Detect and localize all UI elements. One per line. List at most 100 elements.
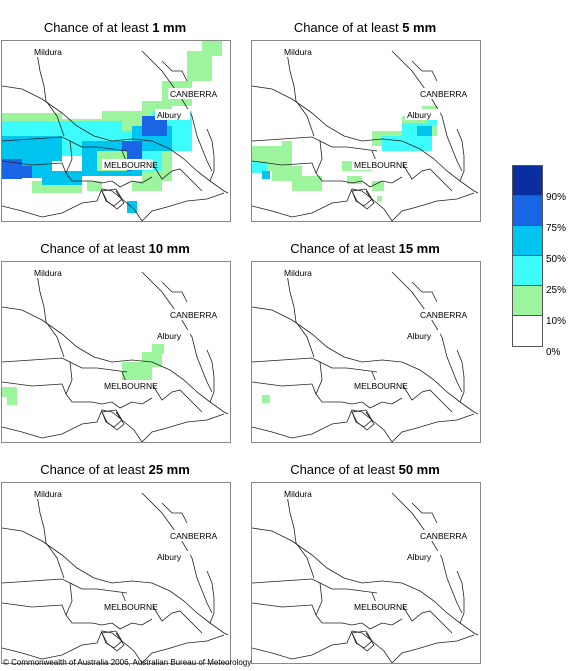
melbourne-label-bg xyxy=(102,380,153,391)
panel-title-amount: 50 mm xyxy=(398,462,440,477)
port-phillip-bay xyxy=(101,188,123,207)
albury-label: Albury xyxy=(407,331,432,341)
rain-probability-cell xyxy=(127,374,137,382)
canberra-label: CANBERRA xyxy=(170,531,218,541)
canberra-label-bg xyxy=(418,309,464,320)
boundary-line xyxy=(315,361,323,395)
legend-swatch-10 xyxy=(513,286,542,316)
map-svg: Mildura CANBERRA Albury MELBOURNE xyxy=(252,267,479,442)
map-50mm: Mildura CANBERRA Albury MELBOURNE xyxy=(251,482,481,664)
boundary-line xyxy=(206,570,215,624)
map-15mm: Mildura CANBERRA Albury MELBOURNE xyxy=(251,261,481,443)
boundary-line xyxy=(36,52,65,137)
boundary-line xyxy=(411,502,438,524)
map-10mm: Mildura CANBERRA Albury MELBOURNE xyxy=(1,261,231,443)
boundary-line xyxy=(286,52,315,137)
canberra-label: CANBERRA xyxy=(420,531,468,541)
boundary-line xyxy=(91,397,153,409)
rain-probability-cell xyxy=(142,352,162,367)
panel-title-1mm: Chance of at least 1 mm xyxy=(0,20,230,35)
boundary-line xyxy=(2,160,92,182)
map-25mm: Mildura CANBERRA Albury MELBOURNE xyxy=(1,482,231,664)
boundary-line xyxy=(151,604,203,634)
boundary-line xyxy=(252,160,342,182)
panel-title-prefix: Chance of at least xyxy=(290,462,399,477)
mildura-label: Mildura xyxy=(34,47,62,57)
rain-probability-cell xyxy=(202,41,222,56)
rain-probability-cell xyxy=(152,344,164,354)
boundary-line xyxy=(252,136,378,152)
mildura-label: Mildura xyxy=(34,489,62,499)
panel-title-amount: 1 mm xyxy=(152,20,187,35)
boundary-line xyxy=(401,383,453,413)
boundary-line xyxy=(315,582,323,616)
melbourne-label: MELBOURNE xyxy=(104,160,158,170)
rain-probability-cell xyxy=(292,176,322,191)
rain-probability-cell xyxy=(2,387,17,397)
map-1mm: Mildura CANBERRA Albury MELBOURNE xyxy=(1,40,231,222)
boundary-line xyxy=(391,492,463,614)
boundary-line xyxy=(401,162,453,192)
boundary-line xyxy=(252,381,342,403)
panel-title-prefix: Chance of at least xyxy=(40,241,149,256)
boundary-line xyxy=(2,306,229,415)
mildura-label: Mildura xyxy=(34,268,62,278)
canberra-label: CANBERRA xyxy=(420,310,468,320)
panel-title-prefix: Chance of at least xyxy=(293,20,403,35)
albury-label-bg xyxy=(155,109,191,120)
boundary-line xyxy=(315,140,323,174)
legend-label-50: 50% xyxy=(546,254,567,265)
boundary-line xyxy=(2,409,225,442)
boundary-line xyxy=(91,618,153,630)
boundary-line xyxy=(252,602,342,624)
boundary-line xyxy=(401,604,453,634)
mildura-label-bg xyxy=(282,488,323,499)
rain-probability-cell xyxy=(377,196,382,202)
rain-probability-cell xyxy=(417,126,432,136)
map-5mm: Mildura CANBERRA Albury MELBOURNE xyxy=(251,40,481,222)
boundary-line xyxy=(252,630,475,663)
legend-swatch-75 xyxy=(513,196,542,226)
panel-title-prefix: Chance of at least xyxy=(40,462,149,477)
boundary-line xyxy=(141,50,213,172)
legend-swatch-25 xyxy=(513,256,542,286)
rain-probability-cell xyxy=(282,141,292,151)
boundary-line xyxy=(2,578,128,594)
boundary-line xyxy=(65,140,73,174)
melbourne-label: MELBOURNE xyxy=(104,381,158,391)
albury-label-bg xyxy=(155,551,191,562)
mildura-label-bg xyxy=(32,46,73,57)
mildura-label-bg xyxy=(32,267,73,278)
boundary-line xyxy=(252,357,378,373)
rain-probability-cell xyxy=(347,176,362,184)
boundary-line xyxy=(101,190,125,210)
boundary-line xyxy=(151,383,203,413)
canberra-label-bg xyxy=(418,88,464,99)
albury-label-bg xyxy=(405,330,441,341)
legend-label-10: 10% xyxy=(546,316,567,327)
port-phillip-bay xyxy=(101,630,123,649)
boundary-line xyxy=(141,271,213,393)
boundary-line xyxy=(252,578,378,594)
boundary-line xyxy=(411,60,438,82)
rain-probability-cell xyxy=(12,166,32,178)
canberra-label-bg xyxy=(168,88,214,99)
panel-title-15mm: Chance of at least 15 mm xyxy=(250,241,480,256)
boundary-line xyxy=(2,136,128,152)
boundary-line xyxy=(101,411,125,431)
mildura-label: Mildura xyxy=(284,268,312,278)
albury-label-bg xyxy=(405,109,441,120)
legend-swatch-90 xyxy=(513,166,542,196)
panel-title-50mm: Chance of at least 50 mm xyxy=(250,462,480,477)
melbourne-label: MELBOURNE xyxy=(354,160,408,170)
boundary-line xyxy=(391,50,463,172)
panel-title-amount: 5 mm xyxy=(402,20,437,35)
rain-probability-cell xyxy=(372,181,384,191)
boundary-line xyxy=(206,349,215,403)
map-svg: Mildura CANBERRA Albury MELBOURNE xyxy=(2,488,229,663)
boundary-line xyxy=(456,128,465,182)
boundary-line xyxy=(161,281,188,303)
rain-probability-cell xyxy=(132,181,162,191)
albury-label: Albury xyxy=(157,331,182,341)
boundary-line xyxy=(36,273,65,358)
